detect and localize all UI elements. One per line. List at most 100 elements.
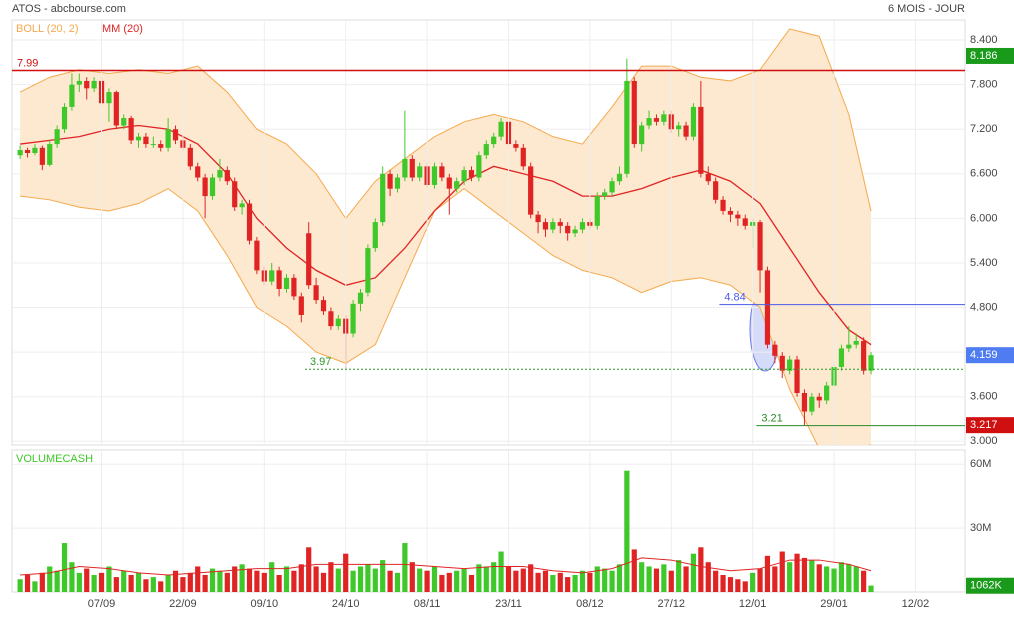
x-tick-label: 12/01 [739,598,767,610]
candle-body [579,222,586,230]
candle-body [91,80,97,89]
candle-body [616,173,623,182]
period: 6 MOIS - JOUR [888,3,965,15]
candle-body [764,270,771,345]
volume-bar [165,574,171,592]
volume-bar [742,581,748,592]
candle-body [283,277,290,289]
volume-ma-line [20,557,872,576]
volume-bar [394,572,401,592]
volume-bar [468,574,475,592]
candle-body [787,359,793,371]
volume-bar [158,581,164,592]
candle-body [535,214,541,223]
y-tick-label: 3.000 [970,435,998,447]
volume-bar [831,568,837,592]
volume-bar [254,570,260,592]
x-tick-label: 22/09 [169,598,197,610]
volume-bar [750,572,756,592]
y-tick-label: 5.400 [970,257,998,269]
candle-body [705,173,711,182]
volume-bar [387,570,393,592]
volume-bar [121,570,127,592]
candle-body [439,166,445,178]
volume-bar [424,570,430,592]
volume-bar [720,574,726,592]
candle-body [254,240,260,271]
candle-body [232,181,238,208]
bollinger-upper [19,28,872,220]
y-tick-label: 6.000 [970,212,998,224]
volume-bar [269,562,275,592]
volume-bar [661,564,667,592]
volume-bar [542,570,549,592]
price-marker [966,417,1014,434]
volume-bar [350,570,356,592]
volume-bar [372,568,378,592]
volume-bar [727,577,734,592]
volume-bar [513,570,519,592]
volume-bar [150,577,156,592]
volume-bar [772,566,778,592]
volume-marker [966,577,1014,594]
volume-bar [328,562,334,592]
volume-bar [439,574,445,592]
candle-body [276,270,282,289]
candle-body [602,192,608,197]
level-label: 4.84 [724,291,745,303]
candle-body [594,196,600,226]
volume-bar [217,570,223,592]
x-tick-label: 12/02 [902,598,930,610]
candle-body [653,118,660,122]
volume-bar [409,562,415,592]
candle-body [239,203,245,208]
candle-body [113,92,119,126]
candle-body [542,222,549,230]
candle-body [17,150,23,156]
y-tick-label: 60M [970,458,991,470]
volume-bar [209,568,216,592]
y-tick-label: 4.800 [970,301,998,313]
candle-body [365,248,371,293]
volume-bar [639,562,645,592]
candle-body [757,222,763,271]
volume-bar [861,570,867,592]
candle-body [868,355,874,371]
candle-body [735,214,741,219]
volume-bar [676,560,682,592]
volume-bar [824,566,830,592]
volume-bar [239,564,245,592]
price-marker-label: 8.186 [970,50,998,62]
x-tick-label: 07/09 [88,598,116,610]
legend-boll: BOLL (20, 2) [16,23,79,35]
volume-bar [98,572,105,592]
candle-body [32,147,38,153]
volume-bar [283,566,290,592]
x-tick-label: 29/01 [820,598,848,610]
candle-body [76,80,82,85]
volume-bar [609,570,615,592]
volume-bar [261,572,267,592]
candle-body [357,292,364,304]
volume-bar [335,568,341,592]
volume-bar [380,560,386,592]
candle-body [106,92,112,104]
candle-body [417,166,423,178]
volume-bar [646,566,652,592]
volume-bar [446,572,452,592]
volume-bar [195,566,201,592]
bollinger-area [20,28,872,445]
price-marker-label: 4.159 [970,349,998,361]
candle-body [172,129,179,141]
volume-bar [698,547,704,592]
candle-body [313,285,319,301]
volume-bar [54,570,60,592]
volume-bar [794,553,800,592]
volume-bar [187,572,193,592]
candle-body [306,233,312,286]
candle-body [128,118,134,141]
candle-body [39,147,45,165]
volume-bar [431,566,438,592]
legend-volume: VOLUMECASH [16,453,93,465]
